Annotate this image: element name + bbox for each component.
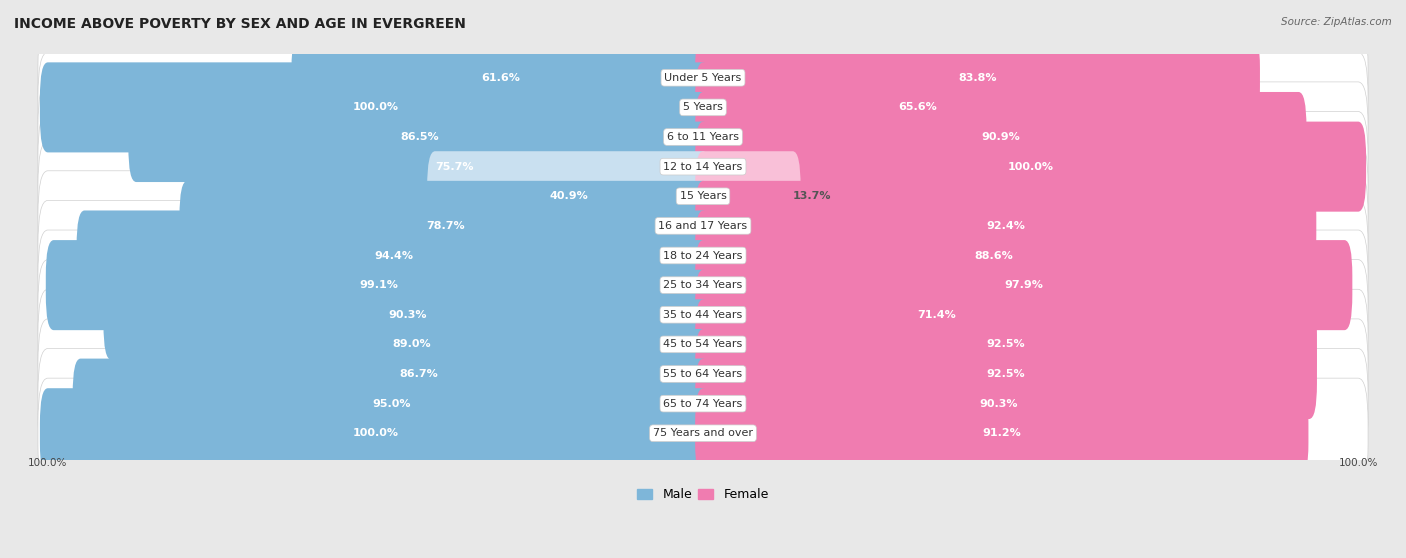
Text: 94.4%: 94.4% — [374, 251, 413, 261]
Text: 88.6%: 88.6% — [974, 251, 1012, 261]
FancyBboxPatch shape — [695, 270, 1178, 360]
FancyBboxPatch shape — [127, 329, 711, 419]
Text: 15 Years: 15 Years — [679, 191, 727, 201]
FancyBboxPatch shape — [695, 210, 1291, 301]
Text: 5 Years: 5 Years — [683, 102, 723, 112]
FancyBboxPatch shape — [38, 289, 1368, 400]
Text: 12 to 14 Years: 12 to 14 Years — [664, 162, 742, 172]
Text: 75 Years and over: 75 Years and over — [652, 428, 754, 438]
Text: 78.7%: 78.7% — [426, 221, 464, 231]
FancyBboxPatch shape — [46, 240, 711, 330]
FancyBboxPatch shape — [38, 349, 1368, 459]
Text: 25 to 34 Years: 25 to 34 Years — [664, 280, 742, 290]
Text: 99.1%: 99.1% — [359, 280, 398, 290]
FancyBboxPatch shape — [695, 122, 1367, 211]
FancyBboxPatch shape — [38, 171, 1368, 281]
Text: 92.5%: 92.5% — [987, 339, 1025, 349]
Text: 90.3%: 90.3% — [388, 310, 426, 320]
FancyBboxPatch shape — [695, 388, 1309, 478]
FancyBboxPatch shape — [38, 52, 1368, 162]
FancyBboxPatch shape — [128, 92, 711, 182]
Text: 100.0%: 100.0% — [1339, 459, 1378, 468]
Text: 86.7%: 86.7% — [399, 369, 439, 379]
Text: 55 to 64 Years: 55 to 64 Years — [664, 369, 742, 379]
FancyBboxPatch shape — [695, 92, 1306, 182]
FancyBboxPatch shape — [38, 259, 1368, 370]
FancyBboxPatch shape — [200, 122, 711, 211]
Text: 83.8%: 83.8% — [959, 73, 997, 83]
FancyBboxPatch shape — [695, 181, 1316, 271]
Text: 92.5%: 92.5% — [987, 369, 1025, 379]
FancyBboxPatch shape — [180, 181, 711, 271]
Text: 65 to 74 Years: 65 to 74 Years — [664, 398, 742, 408]
Text: 90.9%: 90.9% — [981, 132, 1021, 142]
FancyBboxPatch shape — [39, 388, 711, 478]
Text: 45 to 54 Years: 45 to 54 Years — [664, 339, 742, 349]
FancyBboxPatch shape — [76, 210, 711, 301]
FancyBboxPatch shape — [695, 33, 1260, 123]
FancyBboxPatch shape — [38, 230, 1368, 340]
FancyBboxPatch shape — [38, 200, 1368, 311]
Text: 65.6%: 65.6% — [898, 102, 938, 112]
FancyBboxPatch shape — [73, 359, 711, 449]
Text: 92.4%: 92.4% — [986, 221, 1025, 231]
FancyBboxPatch shape — [38, 141, 1368, 251]
Text: Source: ZipAtlas.com: Source: ZipAtlas.com — [1281, 17, 1392, 27]
FancyBboxPatch shape — [695, 62, 1140, 152]
Text: INCOME ABOVE POVERTY BY SEX AND AGE IN EVERGREEN: INCOME ABOVE POVERTY BY SEX AND AGE IN E… — [14, 17, 465, 31]
FancyBboxPatch shape — [695, 329, 1317, 419]
Legend: Male, Female: Male, Female — [633, 483, 773, 507]
Text: 75.7%: 75.7% — [436, 162, 474, 172]
FancyBboxPatch shape — [427, 151, 711, 241]
Text: 95.0%: 95.0% — [373, 398, 411, 408]
Text: Under 5 Years: Under 5 Years — [665, 73, 741, 83]
Text: 13.7%: 13.7% — [793, 191, 832, 201]
Text: 16 and 17 Years: 16 and 17 Years — [658, 221, 748, 231]
Text: 71.4%: 71.4% — [918, 310, 956, 320]
FancyBboxPatch shape — [104, 270, 711, 360]
FancyBboxPatch shape — [695, 359, 1302, 449]
Text: 40.9%: 40.9% — [550, 191, 588, 201]
FancyBboxPatch shape — [38, 112, 1368, 222]
Text: 100.0%: 100.0% — [353, 102, 398, 112]
Text: 97.9%: 97.9% — [1004, 280, 1043, 290]
Text: 90.3%: 90.3% — [980, 398, 1018, 408]
FancyBboxPatch shape — [38, 82, 1368, 192]
Text: 100.0%: 100.0% — [353, 428, 398, 438]
Text: 100.0%: 100.0% — [28, 459, 67, 468]
FancyBboxPatch shape — [112, 299, 711, 389]
FancyBboxPatch shape — [38, 23, 1368, 133]
Text: 89.0%: 89.0% — [392, 339, 430, 349]
Text: 35 to 44 Years: 35 to 44 Years — [664, 310, 742, 320]
Text: 6 to 11 Years: 6 to 11 Years — [666, 132, 740, 142]
FancyBboxPatch shape — [38, 319, 1368, 429]
Text: 86.5%: 86.5% — [401, 132, 439, 142]
Text: 61.6%: 61.6% — [482, 73, 520, 83]
Text: 100.0%: 100.0% — [1008, 162, 1053, 172]
FancyBboxPatch shape — [695, 240, 1353, 330]
FancyBboxPatch shape — [39, 62, 711, 152]
FancyBboxPatch shape — [38, 378, 1368, 488]
FancyBboxPatch shape — [695, 151, 800, 241]
Text: 18 to 24 Years: 18 to 24 Years — [664, 251, 742, 261]
Text: 91.2%: 91.2% — [983, 428, 1021, 438]
FancyBboxPatch shape — [291, 33, 711, 123]
FancyBboxPatch shape — [695, 299, 1317, 389]
